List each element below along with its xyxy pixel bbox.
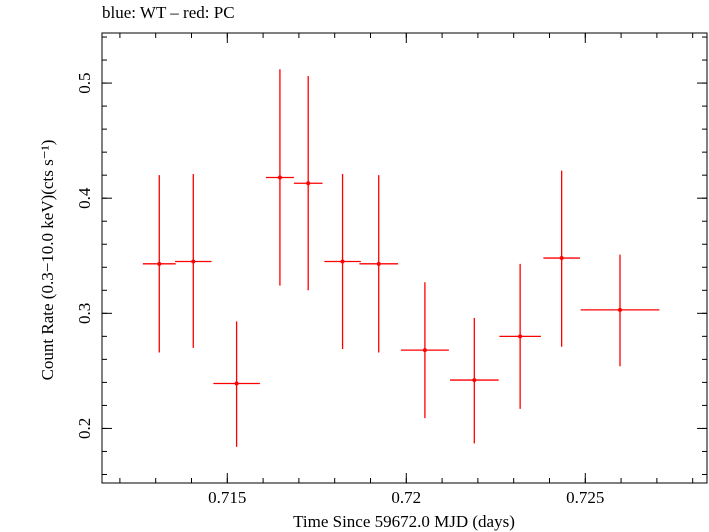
- y-tick-label: 0.4: [75, 187, 94, 209]
- point-marker: [277, 175, 282, 180]
- data-point: [359, 175, 399, 353]
- point-marker: [234, 381, 239, 386]
- y-axis: 0.2 0.3 0.4 0.5: [75, 36, 707, 475]
- plot-border: [101, 32, 708, 484]
- x-tick-label: 0.72: [391, 488, 421, 507]
- data-point: [499, 263, 541, 409]
- point-marker: [518, 334, 523, 339]
- point-marker: [618, 307, 623, 312]
- x-axis-label: Time Since 59672.0 MJD (days): [293, 512, 515, 531]
- chart-header-title: blue: WT – red: PC: [102, 3, 235, 22]
- point-marker: [340, 259, 345, 264]
- data-point: [543, 170, 580, 347]
- y-tick-label: 0.3: [75, 303, 94, 324]
- point-marker: [376, 261, 381, 266]
- data-point: [324, 174, 361, 350]
- data-point: [449, 317, 499, 444]
- data-point: [265, 69, 294, 286]
- y-axis-label: Count Rate (0.3−10.0 keV)(cts s⁻¹): [38, 140, 57, 381]
- data-point: [142, 175, 176, 353]
- data-point: [400, 282, 449, 419]
- x-tick-label: 0.725: [566, 488, 604, 507]
- data-series: [142, 69, 660, 447]
- point-marker: [191, 259, 196, 264]
- data-point: [580, 254, 660, 367]
- y-tick-label: 0.2: [75, 418, 94, 439]
- data-point: [175, 174, 212, 348]
- plot-frame: [101, 32, 708, 484]
- point-marker: [422, 348, 427, 353]
- x-tick-label: 0.715: [208, 488, 246, 507]
- point-marker: [157, 261, 162, 266]
- point-marker: [306, 181, 311, 186]
- data-point: [293, 76, 323, 291]
- x-axis: 0.715 0.72 0.725: [119, 33, 694, 507]
- point-marker: [559, 256, 564, 261]
- point-marker: [472, 378, 477, 383]
- data-point: [213, 321, 260, 447]
- y-tick-label: 0.5: [75, 72, 94, 93]
